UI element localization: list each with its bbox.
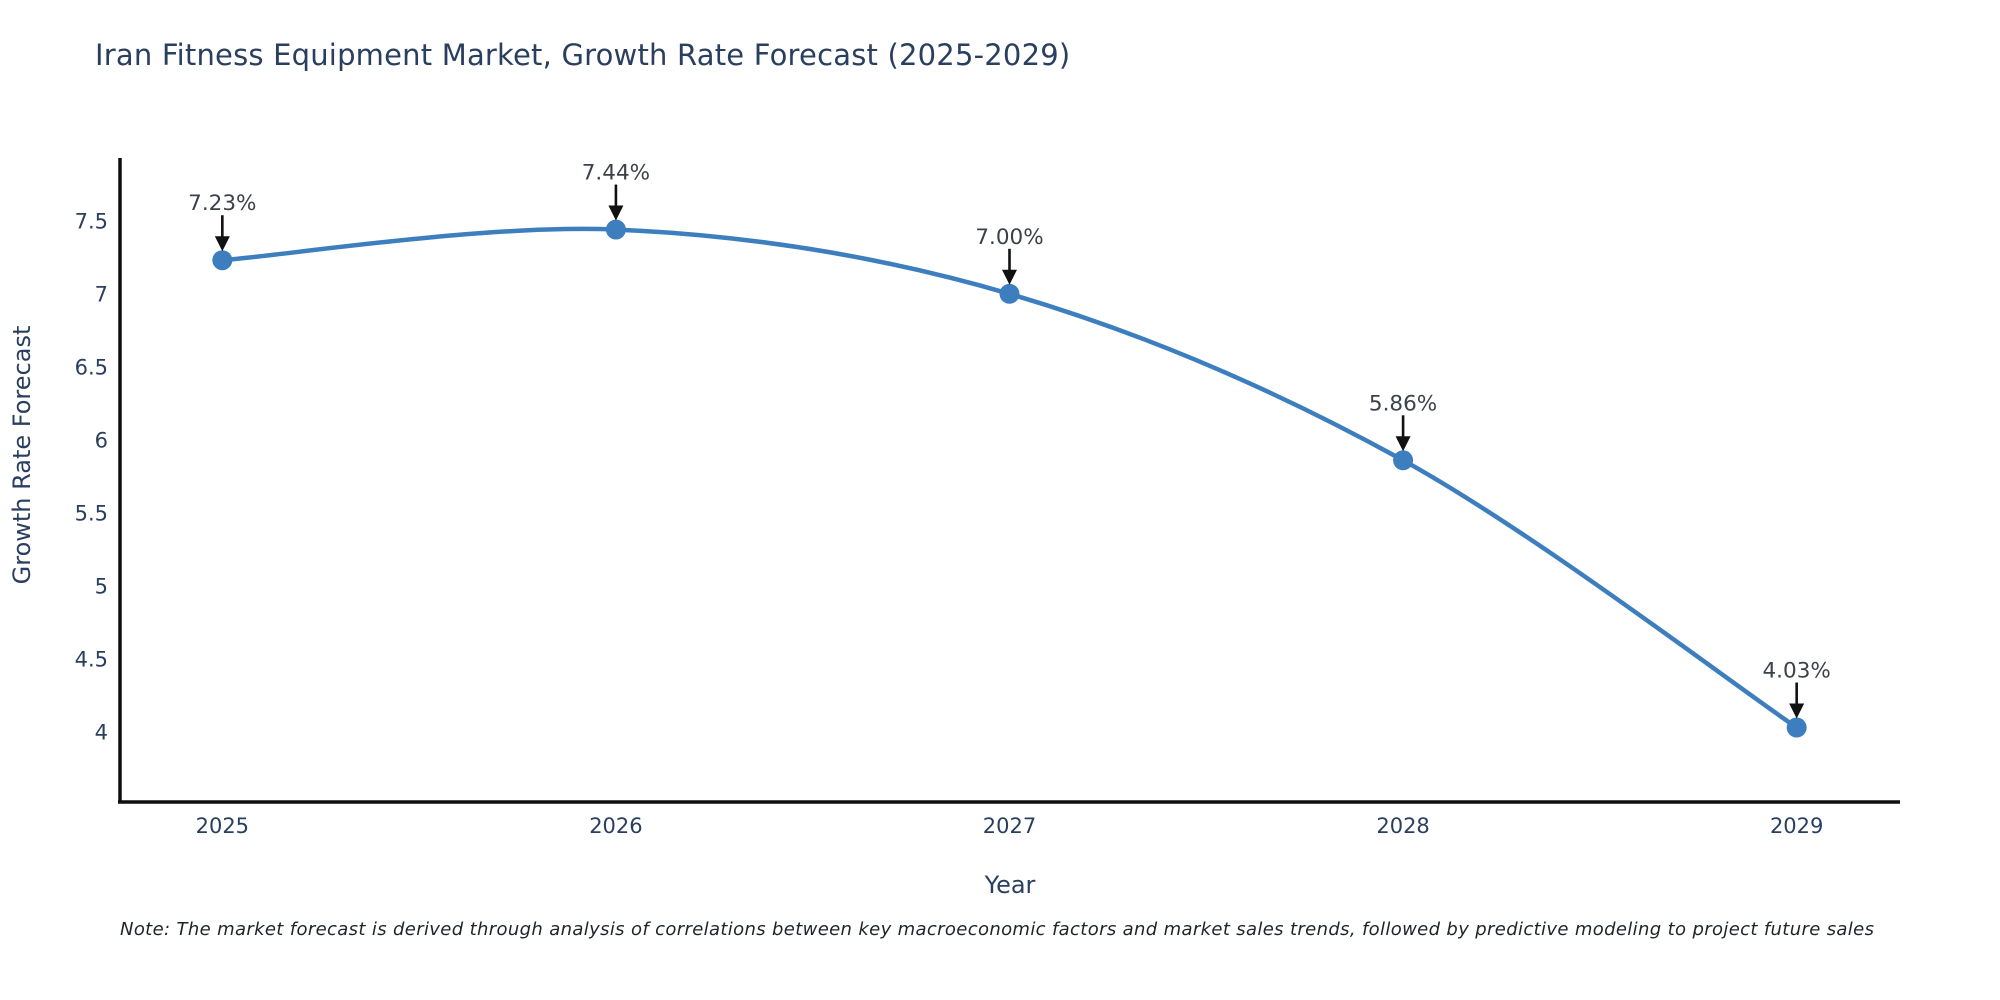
y-axis-tick-label: 4 xyxy=(95,720,108,744)
y-axis-tick-label: 7 xyxy=(95,282,108,306)
y-axis-tick-label: 6 xyxy=(95,428,108,452)
data-point-marker[interactable] xyxy=(999,283,1020,304)
annotation-arrowhead-icon xyxy=(214,236,230,252)
annotation-arrowhead-icon xyxy=(1002,269,1017,285)
x-axis-tick-label: 2028 xyxy=(1376,814,1429,838)
point-annotation-label: 4.03% xyxy=(1763,659,1831,684)
point-annotation-label: 7.23% xyxy=(188,191,256,216)
x-axis-tick-label: 2026 xyxy=(589,814,642,838)
data-point-marker[interactable] xyxy=(605,219,626,240)
data-point-marker[interactable] xyxy=(1393,450,1414,471)
data-point-marker[interactable] xyxy=(212,250,233,271)
footnote: Note: The market forecast is derived thr… xyxy=(120,919,1875,940)
x-axis-tick-label: 2025 xyxy=(196,814,249,838)
annotation-arrowhead-icon xyxy=(1789,703,1805,719)
annotation-arrowhead-icon xyxy=(1395,436,1411,452)
y-axis-tick-label: 4.5 xyxy=(75,647,108,671)
x-axis-tick-label: 2027 xyxy=(983,814,1036,838)
y-axis-tick-label: 7.5 xyxy=(75,209,108,233)
point-annotation-label: 7.44% xyxy=(582,161,650,186)
y-axis-tick-label: 5.5 xyxy=(75,501,108,525)
chart-title: Iran Fitness Equipment Market, Growth Ra… xyxy=(95,38,1071,72)
y-axis-tick-label: 5 xyxy=(95,574,108,598)
point-annotation-label: 5.86% xyxy=(1369,391,1437,416)
data-point-marker[interactable] xyxy=(1786,717,1807,738)
y-axis-title: Growth Rate Forecast xyxy=(8,326,36,585)
x-axis-title: Year xyxy=(984,871,1036,899)
annotation-arrowhead-icon xyxy=(608,205,624,221)
point-annotation-label: 7.00% xyxy=(975,225,1043,250)
x-axis-tick-label: 2029 xyxy=(1770,814,1823,838)
y-axis-tick-label: 6.5 xyxy=(75,355,108,379)
